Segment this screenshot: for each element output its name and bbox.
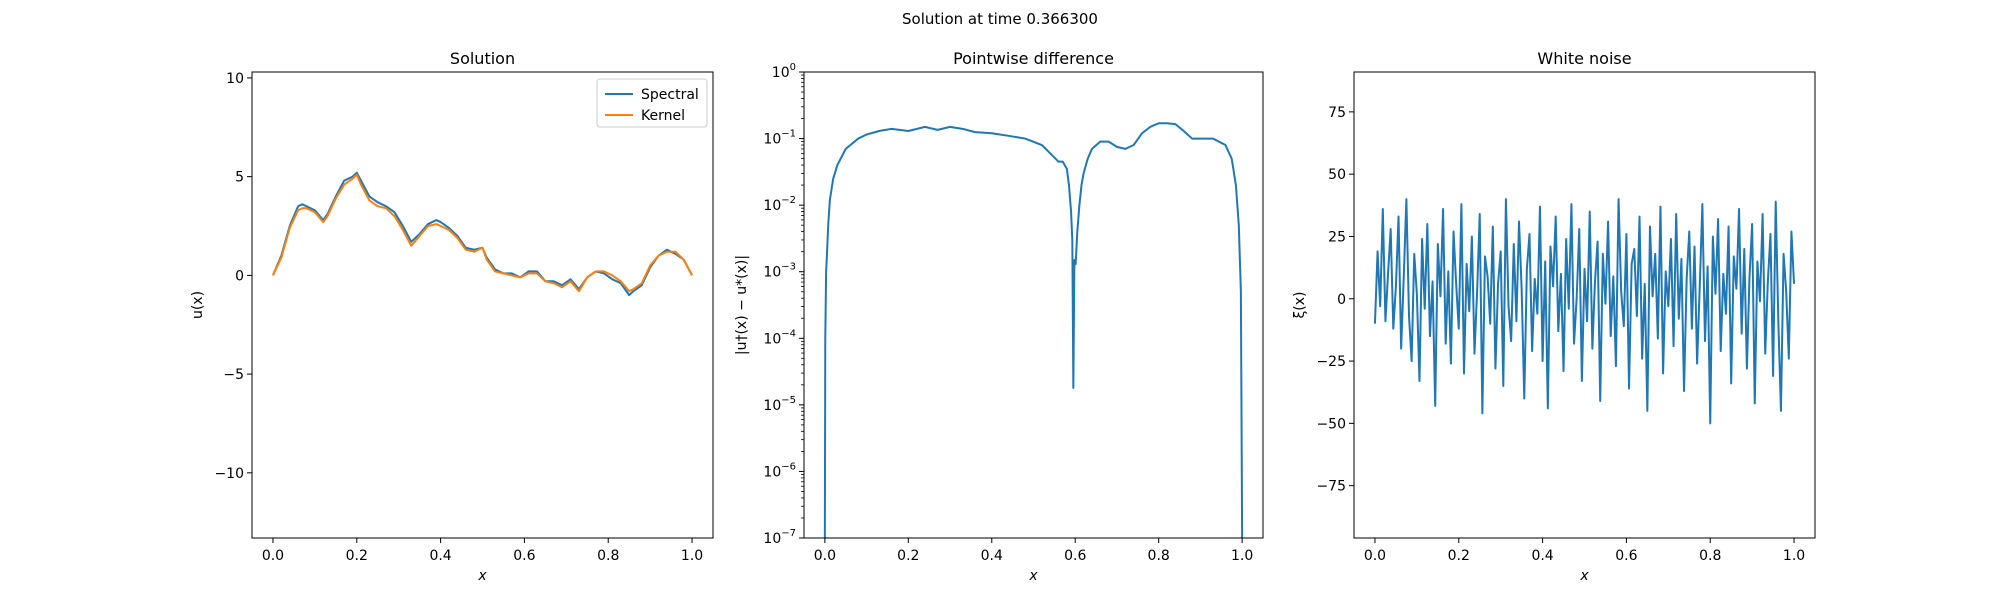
x-tick-label: 0.4 (429, 548, 451, 564)
x-tick-label: 0.8 (1148, 548, 1170, 564)
series-line-spectral (272, 171, 693, 297)
y-tick-label: 10−2 (763, 195, 796, 214)
y-tick-label: −5 (223, 367, 244, 383)
y-tick-label: 25 (1328, 229, 1346, 245)
y-tick-label: 0 (1337, 292, 1346, 308)
x-tick-label: 0.8 (1699, 548, 1721, 564)
axes-frame (803, 71, 1264, 539)
x-axis-label: x (1579, 568, 1589, 584)
y-tick-label: 75 (1328, 105, 1346, 121)
axes-frame (251, 71, 714, 539)
y-tick-label: 0 (235, 268, 244, 284)
y-tick-label: −10 (214, 466, 244, 482)
x-tick-label: 0.2 (1448, 548, 1470, 564)
x-tick-label: 0.4 (1531, 548, 1553, 564)
y-axis-label: ξ(x) (1292, 291, 1308, 318)
x-tick-label: 0.0 (814, 548, 836, 564)
y-axis-label: |u†(x) − u*(x)| (734, 255, 750, 355)
x-tick-label: 1.0 (1231, 548, 1253, 564)
y-tick-label: −25 (1316, 354, 1346, 370)
chart-panel-1: 0.0 0.2 0.4 0.6 0.8 1.0 −10 −5 0 5 10 Solution x u(x)… (190, 49, 714, 584)
axes-frame (1353, 71, 1816, 539)
chart-title: Solution (450, 49, 515, 68)
x-tick-label: 1.0 (681, 548, 703, 564)
legend-label-kernel: Kernel (641, 108, 685, 124)
x-tick-label: 0.0 (1364, 548, 1386, 564)
y-tick-label: 10−5 (763, 395, 796, 414)
x-tick-label: 0.4 (981, 548, 1003, 564)
x-tick-label: 0.8 (597, 548, 619, 564)
y-tick-label: 10−7 (763, 528, 796, 547)
x-tick-label: 0.6 (1615, 548, 1637, 564)
y-tick-label: 5 (235, 170, 244, 186)
y-tick-label: 10−4 (763, 328, 796, 347)
chart-title: Pointwise difference (953, 49, 1114, 68)
x-tick-label: 0.2 (346, 548, 368, 564)
series-line-kernel (272, 173, 693, 293)
y-tick-label: 10−1 (763, 129, 796, 148)
x-axis-label: x (477, 568, 487, 584)
x-axis-label: x (1028, 568, 1038, 584)
chart-panel-2: 0.0 0.2 0.4 0.6 0.8 1.0 10−7 10−6 10−5 10−4 10−3 10… (734, 49, 1264, 584)
series-line (1373, 198, 1796, 425)
x-tick-label: 1.0 (1783, 548, 1805, 564)
figure-suptitle: Solution at time 0.366300 (902, 10, 1098, 28)
chart-panel-3: 0.0 0.2 0.4 0.6 0.8 1.0 −75 −50 −25 0 25 50 75 White … (1292, 49, 1816, 584)
y-tick-label: 100 (772, 62, 796, 81)
y-tick-label: 50 (1328, 167, 1346, 183)
y-tick-label: −50 (1316, 416, 1346, 432)
x-tick-label: 0.2 (897, 548, 919, 564)
y-tick-label: 10−6 (763, 461, 796, 480)
legend-label-spectral: Spectral (641, 87, 699, 103)
y-tick-label: 10 (226, 71, 244, 87)
x-tick-label: 0.0 (262, 548, 284, 564)
chart-title: White noise (1537, 49, 1631, 68)
x-tick-label: 0.6 (513, 548, 535, 564)
x-tick-label: 0.6 (1064, 548, 1086, 564)
y-tick-label: −75 (1316, 479, 1346, 495)
y-tick-label: 10−3 (763, 262, 796, 281)
series-line (823, 122, 1244, 538)
y-axis-label: u(x) (190, 291, 206, 319)
